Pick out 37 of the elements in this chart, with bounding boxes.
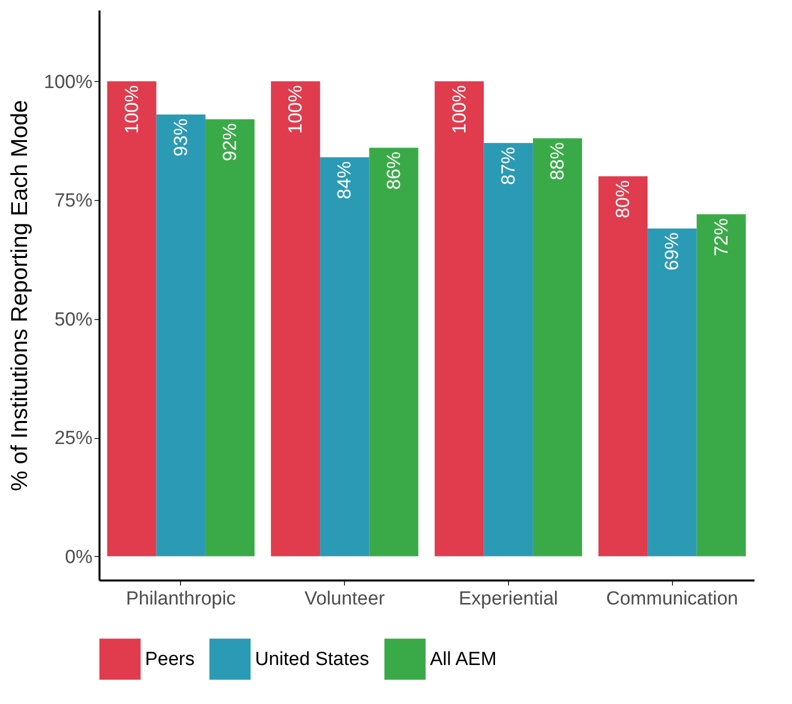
data-label: 72%: [711, 218, 732, 256]
bar: [156, 114, 206, 556]
bar: [320, 157, 370, 556]
data-label: 80%: [613, 180, 634, 218]
legend-label: All AEM: [430, 649, 497, 670]
data-label: 88%: [548, 142, 568, 180]
y-axis-title: % of Institutions Reporting Each Mode: [6, 100, 32, 492]
data-label: 86%: [384, 152, 405, 190]
bar: [484, 143, 533, 556]
data-label: 92%: [220, 123, 241, 162]
bar: [648, 228, 697, 556]
data-label: 100%: [449, 85, 470, 134]
bar: [532, 138, 582, 556]
bar: [369, 148, 418, 556]
bar: [598, 176, 648, 556]
bar: [107, 81, 156, 556]
legend-label: Peers: [145, 649, 195, 670]
x-tick-label: Philanthropic: [126, 588, 236, 610]
y-tick-label: 50%: [54, 309, 93, 330]
y-tick-label: 0%: [65, 546, 93, 568]
data-label: 87%: [498, 146, 520, 186]
data-label: 69%: [662, 232, 684, 271]
bar: [696, 214, 746, 556]
x-tick-label: Experiential: [458, 588, 558, 610]
x-tick-label: Volunteer: [304, 588, 386, 610]
data-label: 93%: [170, 118, 192, 157]
bar: [434, 81, 484, 556]
data-label: 100%: [122, 85, 143, 134]
data-label: 84%: [334, 161, 356, 200]
x-tick-label: Communication: [606, 588, 738, 610]
bar: [270, 81, 320, 556]
y-tick-label: 25%: [54, 428, 93, 449]
legend-label: United States: [255, 649, 370, 670]
y-tick-label: 100%: [44, 72, 93, 93]
bar: [205, 119, 255, 556]
y-tick-label: 75%: [54, 190, 93, 212]
data-label: 100%: [286, 85, 306, 134]
